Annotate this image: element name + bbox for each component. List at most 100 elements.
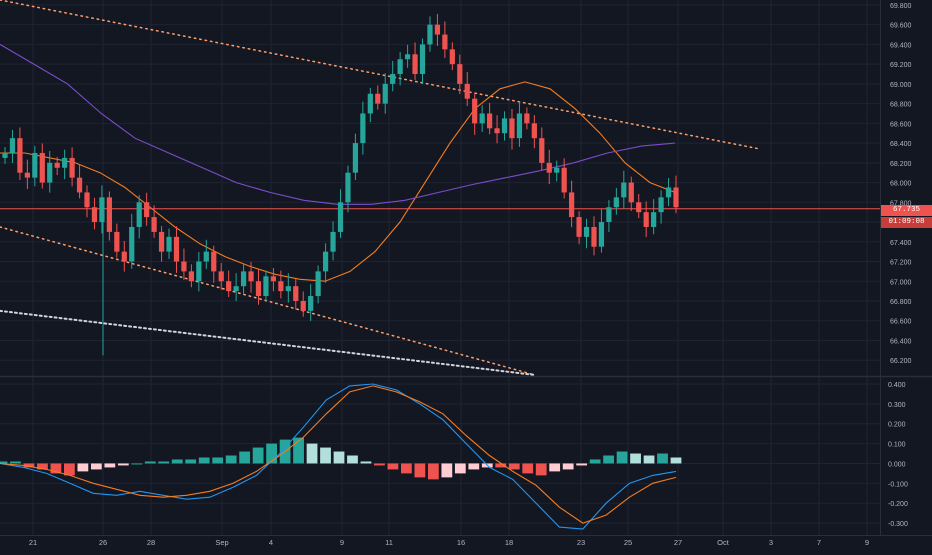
candle	[203, 239, 209, 269]
candle-body	[546, 162, 552, 173]
macd-tick-label: 0.100	[888, 442, 906, 449]
candle-body	[375, 93, 381, 104]
candle	[188, 264, 194, 288]
candle-body	[457, 64, 463, 84]
candle-body	[285, 286, 291, 292]
candle-body	[188, 271, 194, 282]
candle-body	[367, 93, 373, 114]
candle	[598, 209, 605, 253]
candle-body	[606, 207, 612, 223]
candle	[591, 216, 597, 256]
candle-body	[651, 212, 657, 227]
candle	[196, 252, 202, 292]
candle	[270, 268, 277, 292]
candle	[487, 102, 493, 135]
candle-body	[24, 172, 30, 178]
candle	[643, 201, 649, 238]
candle	[106, 191, 112, 241]
candle	[375, 85, 381, 110]
candle-body	[636, 202, 642, 213]
candle	[516, 101, 523, 147]
macd-histogram-bar	[77, 463, 89, 472]
moving-average-line	[0, 81, 676, 282]
macd-tick-label: 0.000	[888, 461, 906, 468]
candle-body	[99, 197, 105, 223]
moving-average-line	[0, 43, 676, 205]
price-tick-label: 67.400	[890, 240, 912, 247]
macd-tick-label: -0.300	[888, 521, 908, 528]
macd-histogram-bar	[589, 459, 601, 464]
candle-body	[270, 276, 277, 282]
macd-histogram-bar	[441, 463, 453, 478]
candle	[255, 269, 262, 305]
candle-body	[106, 197, 112, 232]
macd-histogram-bar	[347, 455, 358, 464]
candle	[382, 73, 388, 114]
candle	[345, 165, 351, 213]
price-tick-label: 68.000	[890, 181, 912, 188]
candle	[240, 264, 247, 294]
candle	[665, 178, 672, 207]
candle	[69, 147, 75, 187]
macd-histogram-bar	[104, 463, 116, 468]
candle	[472, 92, 478, 135]
candle	[613, 187, 619, 215]
candle-body	[54, 162, 60, 168]
macd-histogram-bar	[171, 459, 183, 464]
candle-body	[2, 152, 8, 158]
price-tick-label: 66.400	[890, 338, 912, 345]
candle-body	[360, 113, 366, 144]
candle-body	[255, 281, 262, 297]
candle	[412, 42, 418, 80]
candle	[2, 147, 8, 164]
candle-body	[196, 261, 202, 282]
candle	[24, 159, 30, 190]
candle	[308, 284, 314, 321]
candle	[442, 21, 448, 59]
price-tick-label: 69.600	[890, 23, 912, 30]
candle-body	[427, 24, 433, 45]
candle	[539, 127, 545, 171]
candle	[114, 223, 120, 258]
candle-body	[151, 217, 157, 232]
macd-histogram-bar	[306, 443, 318, 464]
macd-histogram-bar	[576, 463, 588, 466]
macd-histogram-bar	[37, 463, 48, 470]
candle	[211, 245, 217, 283]
candle	[367, 87, 373, 123]
candle-body	[166, 236, 172, 252]
macd-histogram-bar	[10, 461, 21, 464]
candle-body	[591, 226, 597, 247]
macd-histogram-bar	[320, 447, 331, 464]
macd-histogram-bar	[657, 453, 668, 464]
x-tick-label: 27	[674, 538, 682, 547]
price-tick-label: 69.800	[890, 3, 912, 10]
macd-histogram-bar	[643, 455, 655, 464]
candle	[554, 160, 560, 182]
candle	[501, 111, 508, 141]
candle	[509, 108, 515, 150]
candle-body	[397, 59, 403, 75]
candle-body	[322, 251, 329, 272]
macd-histogram-bar	[535, 463, 547, 476]
macd-histogram-bar	[508, 463, 520, 470]
x-tick-label: Oct	[717, 538, 730, 547]
candle	[621, 170, 627, 209]
candle	[524, 107, 530, 130]
candle-body	[643, 212, 649, 227]
macd-histogram-bar	[144, 461, 156, 464]
candle	[99, 185, 105, 234]
candle	[248, 261, 254, 293]
candle	[17, 127, 23, 180]
candle	[404, 44, 411, 68]
macd-histogram-bar	[360, 461, 372, 464]
macd-tick-label: -0.100	[888, 481, 908, 488]
candle-body	[673, 187, 679, 208]
candle-body	[121, 251, 127, 262]
price-tick-label: 67.200	[890, 260, 912, 267]
candle-body	[62, 157, 68, 168]
x-tick-label: 7	[817, 538, 821, 547]
trendline	[0, 309, 536, 376]
